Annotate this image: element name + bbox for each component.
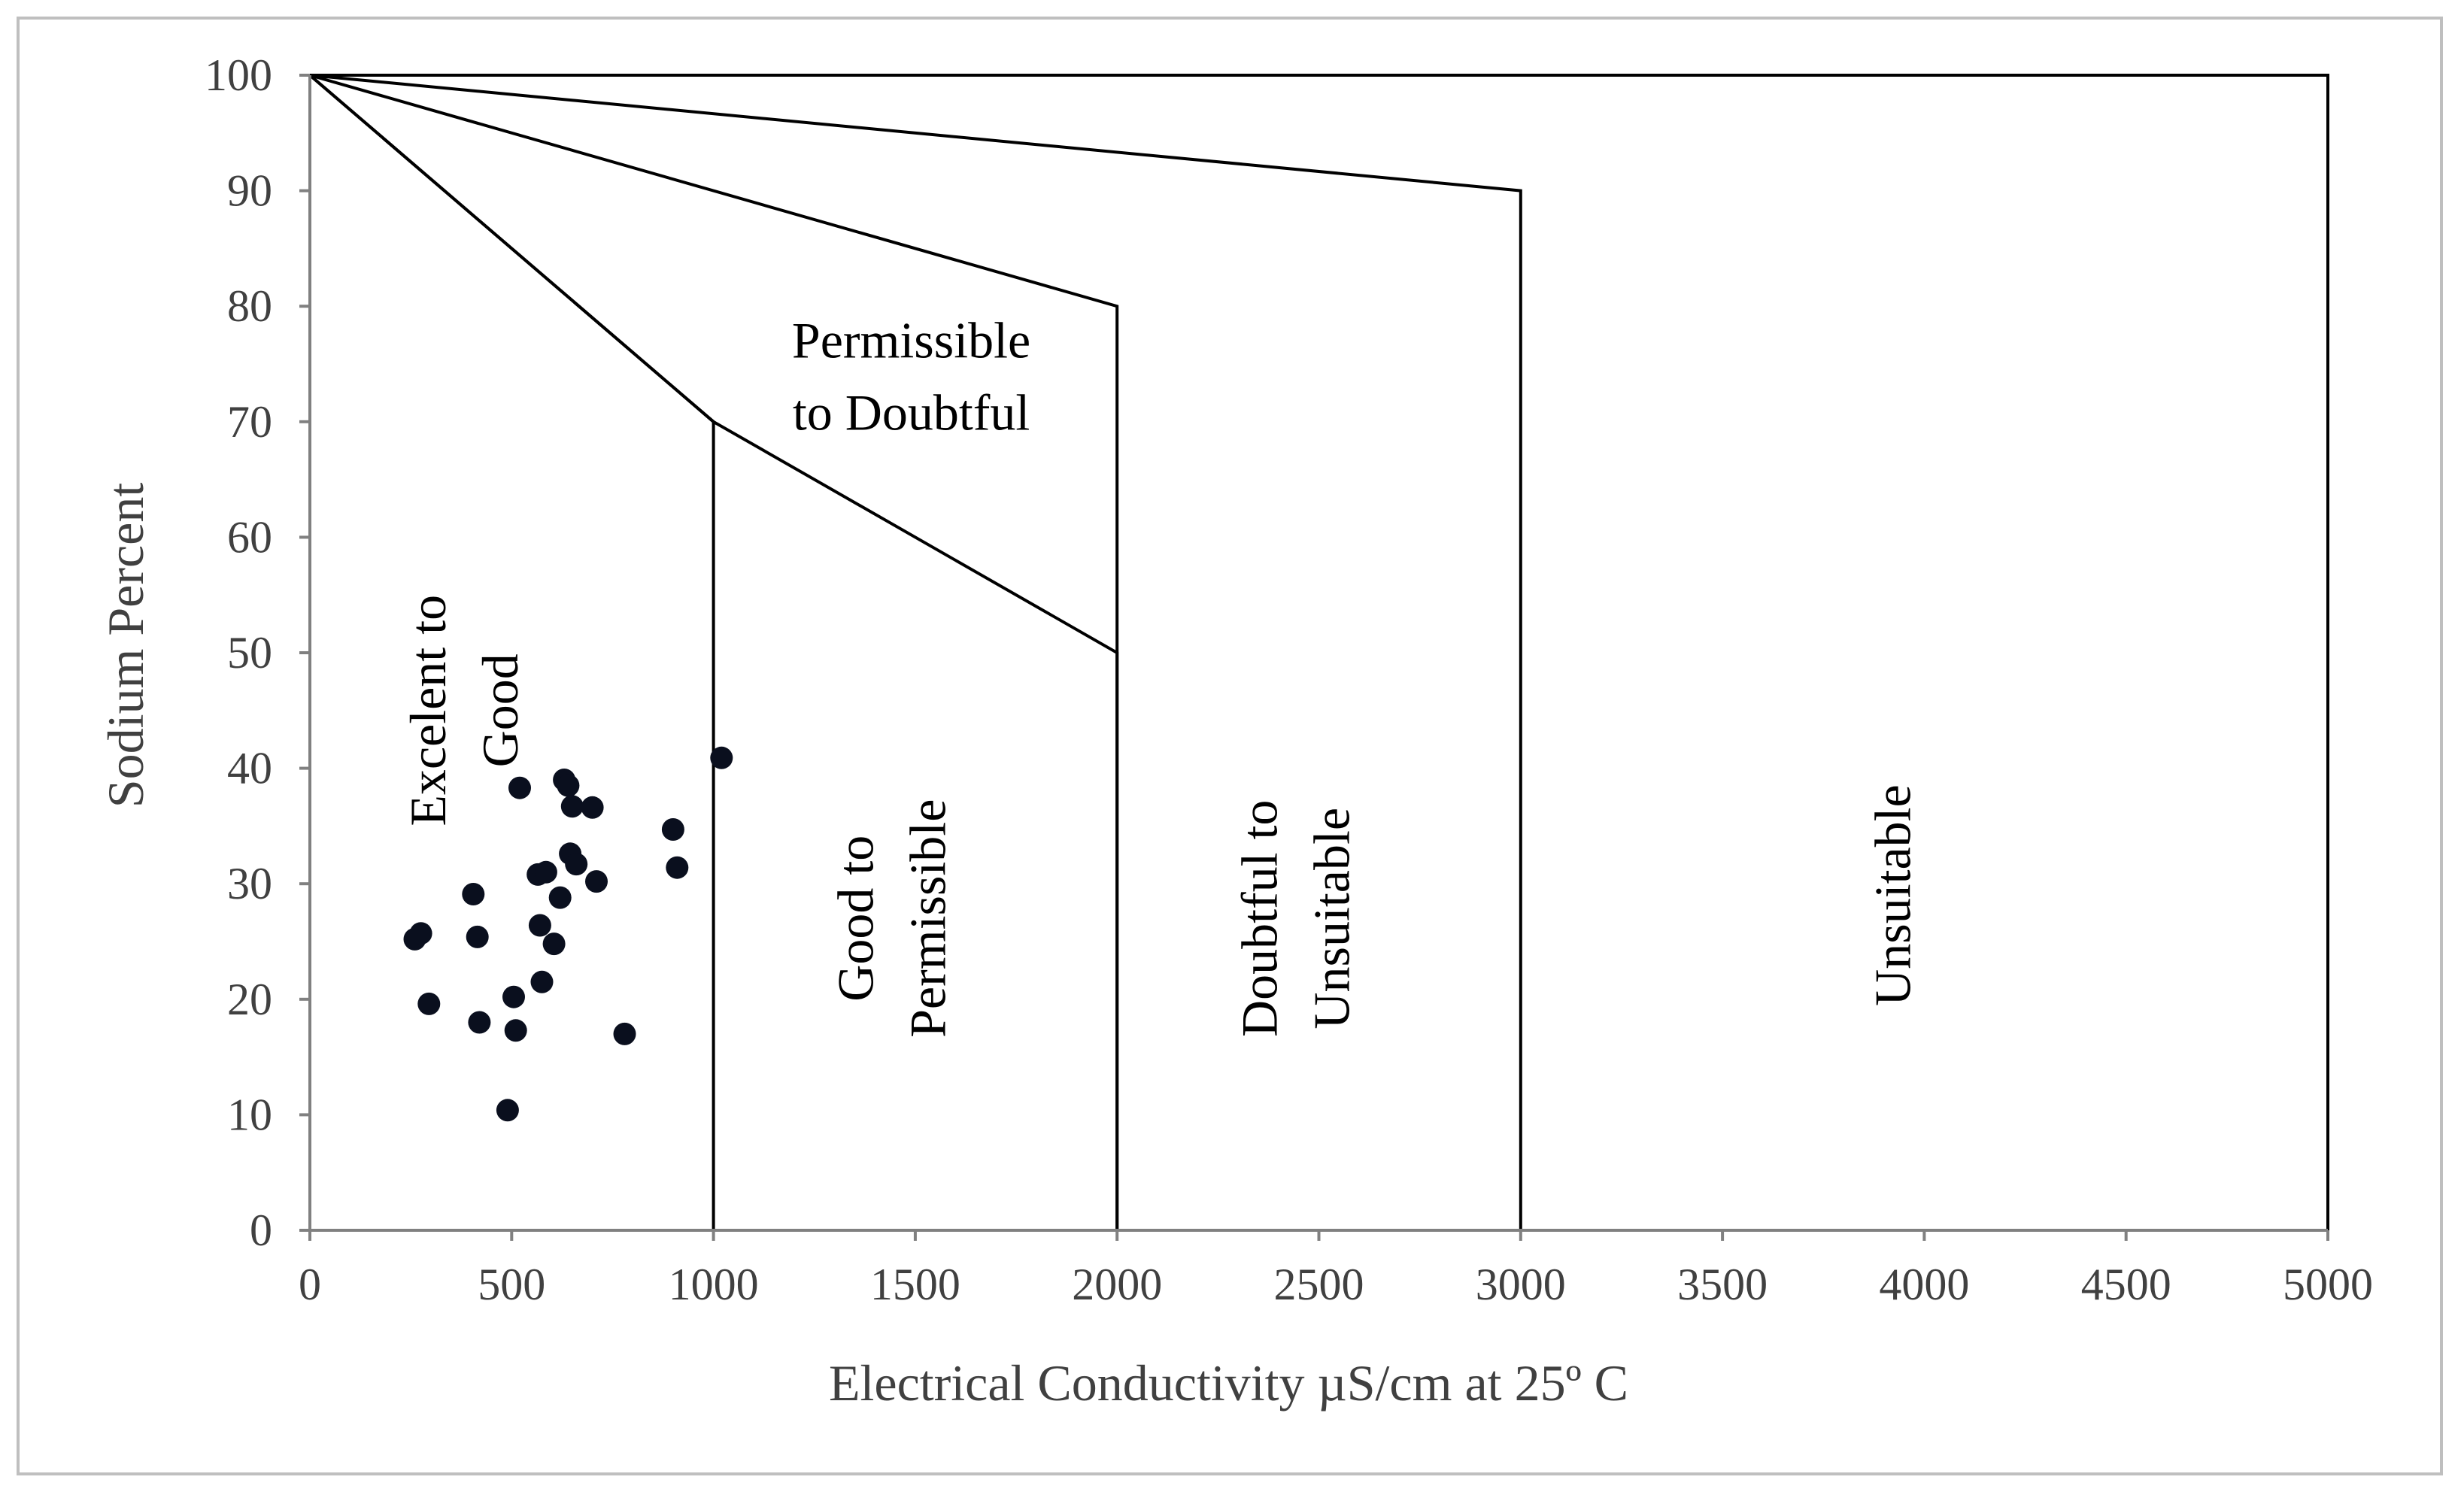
y-tick-label: 50 xyxy=(227,628,272,678)
y-tick-label: 30 xyxy=(227,859,272,908)
zone-label-group: Unsuitable xyxy=(1864,784,1921,1006)
boundary-outer-limit xyxy=(310,74,2329,1230)
x-tick-label: 4000 xyxy=(1879,1260,1969,1309)
x-tick-label: 1500 xyxy=(870,1260,960,1309)
data-point xyxy=(534,860,557,884)
x-tick-label: 4500 xyxy=(2081,1260,2171,1309)
zone-label: Good to xyxy=(827,835,885,1002)
boundary-permissible-doubtful xyxy=(309,74,1119,1230)
y-tick-label: 0 xyxy=(250,1205,272,1255)
data-point xyxy=(409,922,432,945)
y-tick-label: 70 xyxy=(227,397,272,447)
zone-label: Permissible xyxy=(900,799,957,1038)
data-point xyxy=(417,992,441,1015)
data-point xyxy=(496,1099,519,1122)
data-point xyxy=(468,1011,491,1034)
y-tick-label: 20 xyxy=(227,975,272,1024)
data-point xyxy=(666,856,689,879)
zone-label: Doubtful to xyxy=(1230,800,1288,1037)
zone-label-group: Good to Permissible xyxy=(827,799,957,1038)
x-tick-label: 1000 xyxy=(669,1260,759,1309)
zone-label: Excelent to xyxy=(399,595,457,826)
chart-frame xyxy=(17,17,2443,1475)
y-tick-label: 80 xyxy=(227,281,272,331)
y-tick-label: 100 xyxy=(205,50,272,100)
data-point xyxy=(530,970,554,993)
zone-label: Good xyxy=(472,653,529,767)
data-point xyxy=(565,853,588,876)
y-axis-title: Sodium Percent xyxy=(97,483,154,808)
zone-label: Unsuitable xyxy=(1303,808,1360,1029)
zone-label-group: Permissible to Doubtful xyxy=(792,311,1030,441)
data-point xyxy=(504,1019,527,1042)
data-point xyxy=(528,914,551,937)
x-tick-label: 2500 xyxy=(1274,1260,1364,1309)
x-axis-title: Electrical Conductivity µS/cm at 25º C xyxy=(829,1354,1628,1412)
data-point xyxy=(542,932,566,956)
data-point xyxy=(462,883,485,905)
x-tick-label: 500 xyxy=(478,1260,545,1309)
data-point xyxy=(661,818,684,841)
data-point xyxy=(613,1022,636,1045)
x-tick-label: 5000 xyxy=(2283,1260,2373,1309)
y-tick-label: 40 xyxy=(227,744,272,793)
data-point xyxy=(508,776,531,799)
boundary-doubtful-unsuitable xyxy=(309,74,1522,1230)
zone-label: to Doubtful xyxy=(793,384,1030,441)
data-point xyxy=(710,746,733,769)
data-point xyxy=(548,886,572,909)
data-point xyxy=(560,795,584,818)
y-tick-label: 60 xyxy=(227,512,272,562)
x-tick-label: 3500 xyxy=(1677,1260,1768,1309)
zone-label-group: Doubtful to Unsuitable xyxy=(1230,800,1360,1037)
x-tick-label: 3000 xyxy=(1476,1260,1566,1309)
data-point xyxy=(581,796,604,819)
y-tick-label: 90 xyxy=(227,166,272,216)
zone-label-group: Excelent to Good xyxy=(399,595,529,826)
zone-label: Permissible xyxy=(792,311,1030,368)
y-tick-label: 10 xyxy=(227,1090,272,1139)
x-tick-label: 2000 xyxy=(1072,1260,1162,1309)
x-tick-label: 0 xyxy=(299,1260,321,1309)
data-point xyxy=(585,870,608,893)
data-point xyxy=(466,925,489,948)
zone-label: Unsuitable xyxy=(1864,784,1921,1006)
data-point xyxy=(502,985,525,1008)
data-point xyxy=(557,774,580,797)
